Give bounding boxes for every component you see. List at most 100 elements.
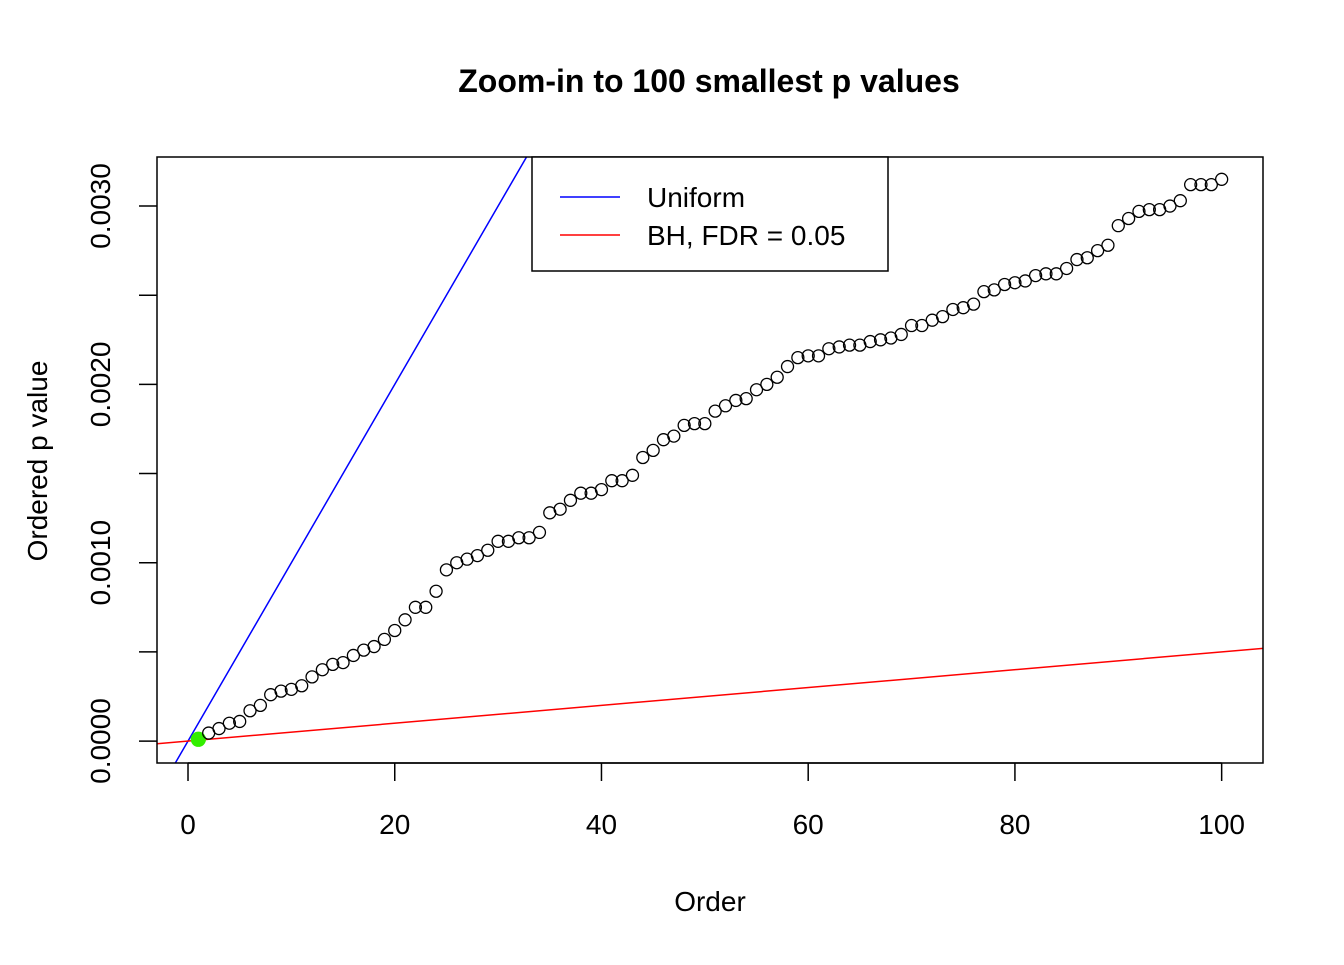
data-point [801, 349, 815, 363]
data-point [1101, 238, 1115, 252]
data-point [522, 531, 536, 545]
data-point [212, 721, 226, 736]
x-tick-label: 60 [793, 809, 824, 840]
data-point [233, 714, 247, 729]
data-point [605, 474, 619, 488]
data-point [646, 443, 660, 458]
data-point [1173, 194, 1187, 208]
data-point [1132, 204, 1146, 219]
bh-line [157, 647, 1263, 745]
data-point [760, 377, 774, 392]
data-point [615, 474, 629, 488]
x-tick-label: 40 [586, 809, 617, 840]
highlighted-point [190, 731, 206, 747]
data-point [388, 623, 402, 638]
data-point [904, 318, 919, 333]
data-point [1215, 172, 1229, 186]
data-point [274, 684, 288, 698]
data-point [326, 657, 340, 672]
data-point [842, 338, 857, 352]
data-point [367, 639, 381, 654]
data-point [512, 531, 526, 545]
data-point [470, 548, 485, 563]
data-point [791, 350, 805, 365]
data-point [315, 663, 330, 677]
data-point [987, 283, 1001, 297]
data-point [873, 333, 888, 347]
data-point [398, 613, 412, 627]
data-point [295, 679, 309, 693]
legend-label-uniform: Uniform [647, 182, 745, 213]
data-point [1049, 267, 1063, 281]
data-point [553, 502, 567, 516]
data-point [1090, 243, 1105, 258]
data-point [915, 318, 929, 333]
data-point [594, 482, 609, 497]
legend-box [531, 156, 889, 272]
data-point [563, 493, 578, 507]
data-point [1070, 252, 1084, 267]
data-point [439, 563, 454, 577]
data-point [1111, 219, 1125, 233]
data-point [253, 698, 268, 713]
x-tick-label: 80 [999, 809, 1030, 840]
data-point [822, 342, 836, 356]
data-point [636, 450, 650, 465]
data-point [1142, 202, 1156, 217]
data-point [1080, 251, 1094, 265]
data-point [1183, 177, 1198, 192]
data-point [667, 429, 681, 443]
data-point [718, 399, 733, 413]
data-point [729, 393, 743, 408]
y-axis-label: Ordered p value [22, 361, 53, 562]
data-point [1194, 177, 1208, 192]
data-point [1121, 211, 1136, 226]
data-point [336, 655, 350, 670]
data-point [863, 334, 877, 349]
y-tick-label: 0.0000 [85, 698, 116, 784]
data-point [780, 359, 795, 374]
data-point [532, 525, 547, 540]
data-point [946, 302, 960, 317]
x-tick-label: 100 [1198, 809, 1245, 840]
data-point [429, 584, 443, 598]
data-point [935, 309, 950, 324]
y-tick-label: 0.0030 [85, 163, 116, 249]
y-tick-label: 0.0020 [85, 342, 116, 428]
data-point [1204, 177, 1218, 192]
data-point [222, 716, 237, 730]
data-point [305, 670, 319, 684]
data-point [346, 648, 361, 663]
legend-label-bh: BH, FDR = 0.05 [647, 220, 845, 251]
data-point [377, 632, 392, 647]
data-point [574, 486, 588, 500]
data-point [811, 349, 826, 363]
data-point [749, 383, 764, 397]
x-tick-label: 0 [180, 809, 196, 840]
data-point [1008, 276, 1022, 290]
data-point [1028, 268, 1043, 283]
data-point [625, 468, 640, 482]
x-axis-label: Order [674, 886, 746, 917]
data-point [1039, 267, 1053, 281]
data-point [894, 327, 908, 342]
data-point [698, 416, 712, 431]
data-point [1059, 261, 1074, 276]
data-point [1018, 274, 1032, 288]
data-point [419, 600, 433, 614]
data-point [677, 418, 691, 433]
data-point [491, 534, 505, 548]
legend: Uniform BH, FDR = 0.05 [531, 156, 889, 272]
data-point [997, 277, 1012, 292]
data-point [966, 297, 981, 311]
y-tick-label: 0.0010 [85, 520, 116, 606]
x-tick-label: 20 [379, 809, 410, 840]
data-point [687, 416, 702, 431]
data-point [481, 543, 495, 557]
data-point [770, 370, 784, 384]
chart-title: Zoom-in to 100 smallest p values [458, 63, 959, 99]
data-point [243, 704, 257, 718]
data-point [1163, 199, 1177, 213]
data-point [408, 600, 423, 614]
